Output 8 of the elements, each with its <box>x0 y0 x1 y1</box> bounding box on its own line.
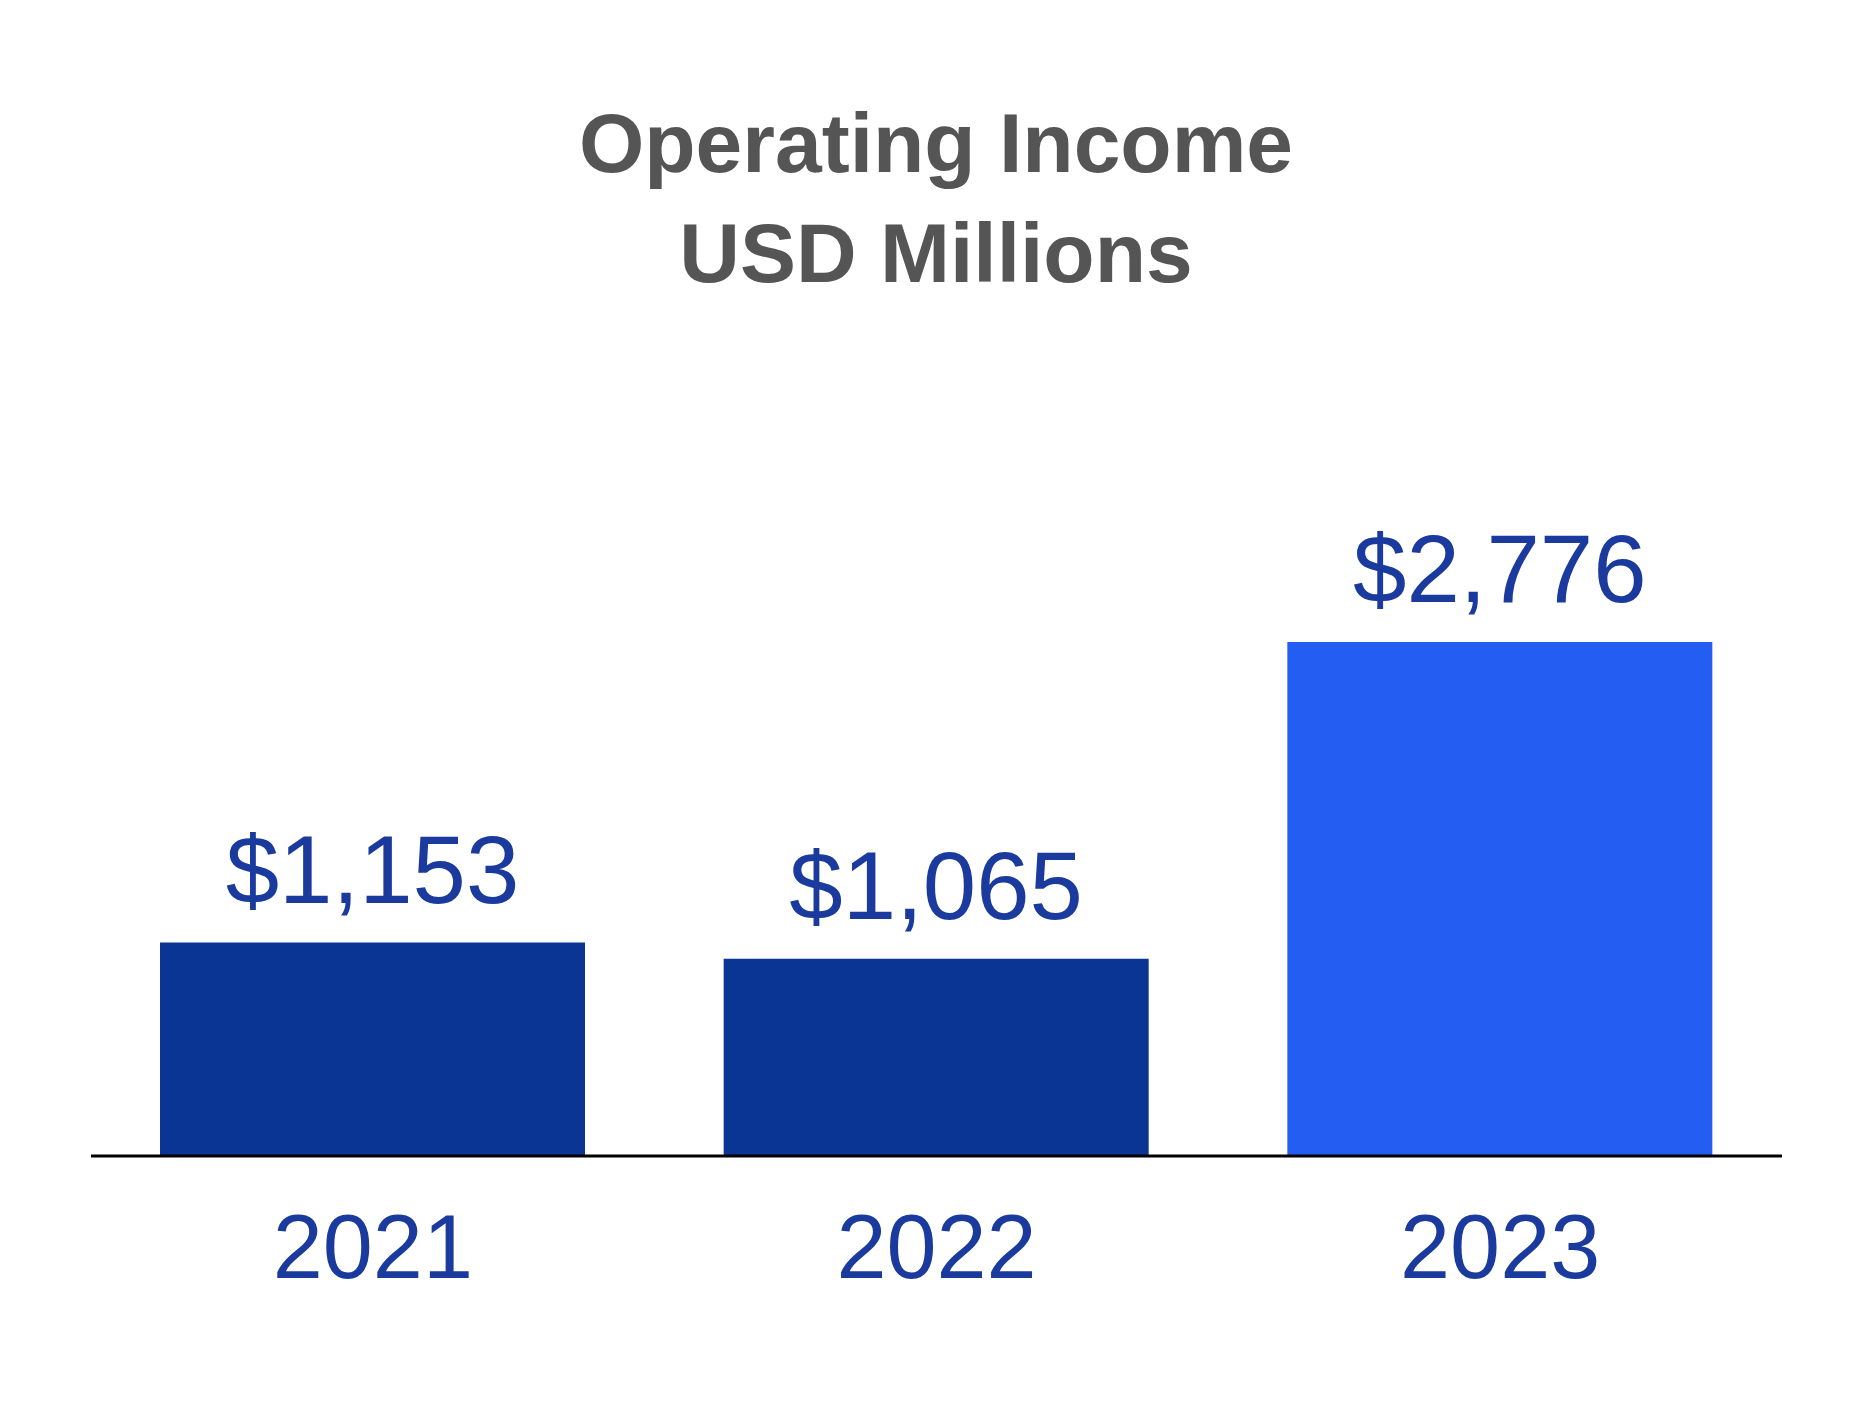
x-tick-label: 2023 <box>1400 1196 1601 1297</box>
chart-title: Operating Income <box>577 95 1295 192</box>
x-tick-label: 2021 <box>272 1196 473 1297</box>
data-label: $1,065 <box>789 831 1083 939</box>
data-label: $1,153 <box>225 815 520 923</box>
data-label: $2,776 <box>1353 515 1647 622</box>
chart-subtitle: USD Millions <box>678 205 1194 302</box>
x-tick-label: 2022 <box>836 1196 1037 1297</box>
